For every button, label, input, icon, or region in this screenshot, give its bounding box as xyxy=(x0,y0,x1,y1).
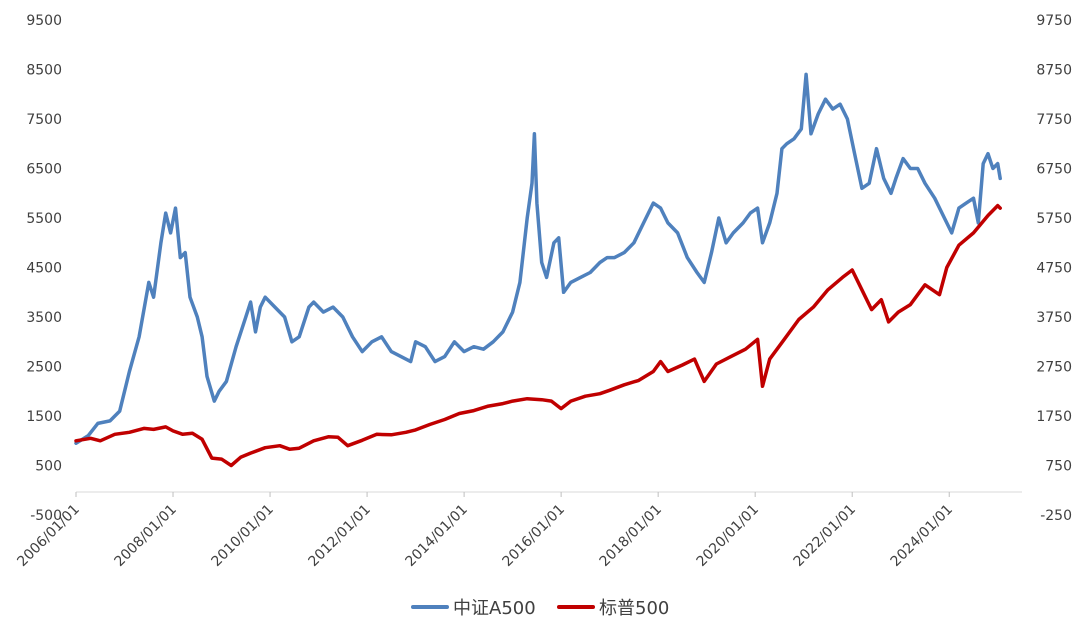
left-tick-label: 500 xyxy=(35,459,62,475)
x-tick-label: 2024/01/01 xyxy=(888,502,956,570)
left-tick-label: 8500 xyxy=(26,63,62,79)
left-tick-label: 7500 xyxy=(26,112,62,128)
right-tick-label: 8750 xyxy=(1036,63,1072,79)
right-tick-label: 4750 xyxy=(1036,261,1072,277)
left-tick-label: 4500 xyxy=(26,261,62,277)
legend-label-csi-a500: 中证A500 xyxy=(453,598,536,619)
right-tick-label: 2750 xyxy=(1036,360,1072,376)
right-axis-ticks: -250 750 1750 2750 3750 4750 5750 6750 7750 8750 9… xyxy=(1036,13,1072,524)
x-tick-label: 2012/01/01 xyxy=(306,502,374,570)
right-tick-label: 3750 xyxy=(1036,310,1072,326)
legend: 中证A500 标普500 xyxy=(411,598,669,619)
left-tick-label: -500 xyxy=(30,508,62,524)
x-tick-label: 2018/01/01 xyxy=(597,502,665,570)
x-tick-label: 2008/01/01 xyxy=(111,502,179,570)
right-tick-label: 9750 xyxy=(1036,13,1072,29)
x-tick-label: 2022/01/01 xyxy=(791,502,859,570)
series-line-sp500 xyxy=(74,203,1002,468)
right-tick-label: 6750 xyxy=(1036,162,1072,178)
right-tick-label: 5750 xyxy=(1036,211,1072,227)
left-tick-label: 3500 xyxy=(26,310,62,326)
right-tick-label: 750 xyxy=(1045,459,1072,475)
left-axis-ticks: -500 500 1500 2500 3500 4500 5500 6500 7500 8500 9… xyxy=(26,13,62,524)
right-tick-label: 1750 xyxy=(1036,409,1072,425)
right-tick-label: 7750 xyxy=(1036,112,1072,128)
left-tick-label: 6500 xyxy=(26,162,62,178)
series-lines xyxy=(74,72,1002,468)
left-tick-label: 5500 xyxy=(26,211,62,227)
x-tick-label: 2014/01/01 xyxy=(403,502,471,570)
left-tick-label: 9500 xyxy=(26,13,62,29)
x-tick-label: 2016/01/01 xyxy=(500,502,568,570)
series-line-csi-a500 xyxy=(74,72,1002,445)
right-tick-label: -250 xyxy=(1040,508,1072,524)
x-axis-ticks: 2006/01/01 2008/01/01 2010/01/01 2012/01/01… xyxy=(14,492,956,570)
left-tick-label: 1500 xyxy=(26,409,62,425)
x-tick-label: 2010/01/01 xyxy=(209,502,277,570)
x-tick-label: 2020/01/01 xyxy=(694,502,762,570)
left-tick-label: 2500 xyxy=(26,360,62,376)
legend-label-sp500: 标普500 xyxy=(599,598,669,619)
